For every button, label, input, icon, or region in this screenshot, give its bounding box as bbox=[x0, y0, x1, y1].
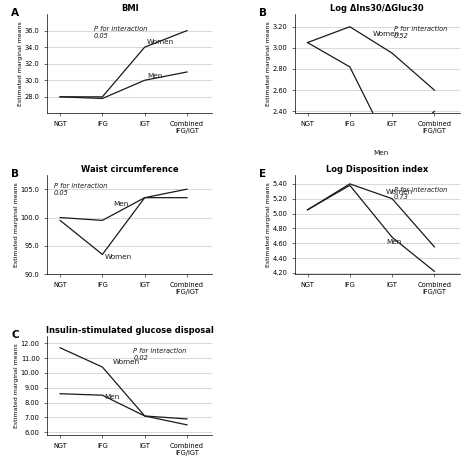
Text: B: B bbox=[258, 8, 266, 18]
Text: Men: Men bbox=[147, 73, 162, 79]
Text: P for interaction
0.02: P for interaction 0.02 bbox=[133, 348, 187, 361]
Y-axis label: Estimated marginal means: Estimated marginal means bbox=[14, 182, 19, 267]
Text: E: E bbox=[258, 169, 265, 179]
Y-axis label: Estimated marginal means: Estimated marginal means bbox=[266, 182, 271, 267]
Text: Women: Women bbox=[113, 359, 140, 365]
Text: C: C bbox=[11, 330, 19, 340]
Text: Men: Men bbox=[386, 239, 401, 245]
Text: Men: Men bbox=[373, 150, 388, 156]
Text: A: A bbox=[11, 8, 19, 18]
Text: Women: Women bbox=[373, 31, 400, 37]
Title: BMI: BMI bbox=[121, 4, 139, 13]
Y-axis label: Estimated marginal means: Estimated marginal means bbox=[266, 22, 271, 106]
Title: Insulin-stimulated glucose disposal: Insulin-stimulated glucose disposal bbox=[46, 326, 214, 335]
Text: B: B bbox=[11, 169, 19, 179]
Text: Women: Women bbox=[147, 39, 174, 45]
Text: P for interaction
0.52: P for interaction 0.52 bbox=[394, 26, 447, 39]
Y-axis label: Estimated marginal means: Estimated marginal means bbox=[14, 343, 19, 428]
Text: P for interaction
0.73: P for interaction 0.73 bbox=[394, 187, 447, 200]
Text: P for interaction
0.05: P for interaction 0.05 bbox=[54, 183, 108, 196]
Text: Men: Men bbox=[104, 395, 120, 401]
Title: Log Disposition index: Log Disposition index bbox=[326, 165, 428, 174]
Title: Waist circumference: Waist circumference bbox=[81, 165, 179, 174]
Title: Log ΔIns30/ΔGluc30: Log ΔIns30/ΔGluc30 bbox=[330, 4, 424, 13]
Text: Women: Women bbox=[104, 254, 132, 260]
Text: P for interaction
0.05: P for interaction 0.05 bbox=[93, 26, 147, 39]
Y-axis label: Estimated marginal means: Estimated marginal means bbox=[18, 22, 24, 106]
Text: Women: Women bbox=[386, 189, 413, 195]
Text: Men: Men bbox=[113, 201, 128, 207]
